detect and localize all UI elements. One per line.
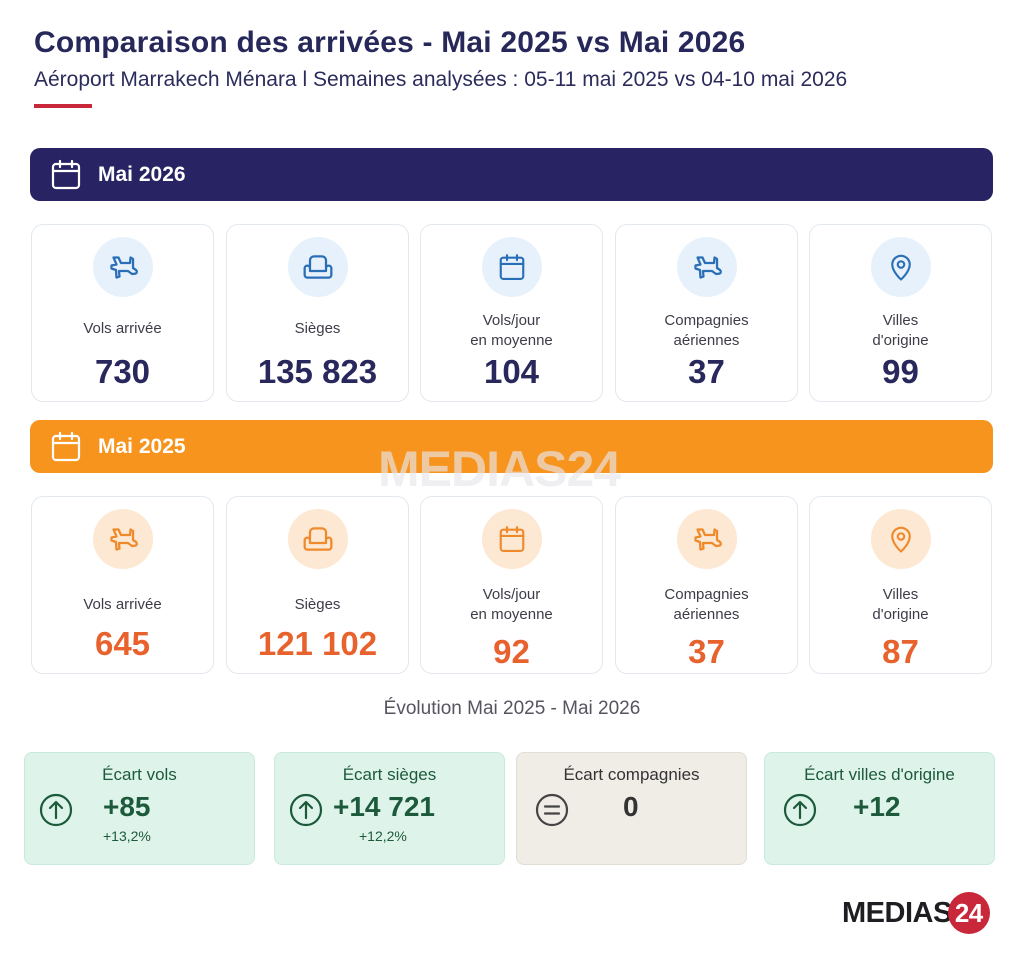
equals-circle-icon [535, 793, 569, 827]
calendar-icon [51, 159, 81, 189]
stat-card-seats-2025: Sièges 121 102 [226, 496, 409, 674]
stat-label: Sièges [294, 320, 341, 337]
section-header-2026: Mai 2026 [30, 148, 993, 201]
title-accent-line [34, 104, 92, 108]
page-title: Comparaison des arrivées - Mai 2025 vs M… [34, 26, 746, 59]
delta-title: Écart villes d'origine [804, 765, 955, 784]
stat-value: 37 [688, 633, 725, 670]
stat-value: 121 102 [257, 625, 378, 662]
section-header-2025: Mai 2025 [30, 420, 993, 473]
plane-icon [93, 509, 153, 569]
stat-card-seats-2026: Sièges 135 823 [226, 224, 409, 402]
stat-value: 135 823 [257, 353, 378, 390]
stat-card-airlines-2025: Compagnies aériennes 37 [615, 496, 798, 674]
stat-value: 87 [882, 633, 919, 670]
stat-label-line2: d'origine [872, 332, 929, 349]
seat-icon [288, 237, 348, 297]
stat-label: Villes [882, 586, 919, 603]
arrow-up-circle-icon [289, 793, 323, 827]
logo-number: 24 [947, 892, 990, 934]
stat-label-line2: en moyenne [470, 606, 553, 623]
delta-value: +12 [853, 791, 901, 822]
stat-label-line2: d'origine [872, 606, 929, 623]
location-pin-icon [871, 509, 931, 569]
stat-label-line2: aériennes [673, 606, 740, 623]
stat-label-line2: aériennes [673, 332, 740, 349]
stat-card-cities-2026: Villes d'origine 99 [809, 224, 992, 402]
delta-title: Écart compagnies [563, 765, 700, 784]
stat-value: 104 [483, 353, 540, 390]
arrow-up-circle-icon [39, 793, 73, 827]
stat-label: Vols arrivée [83, 320, 162, 337]
delta-card-cities: Écart villes d'origine +12 [764, 752, 995, 865]
stat-value: 99 [882, 353, 919, 390]
stat-label: Vols/jour [482, 586, 541, 603]
arrow-up-circle-icon [783, 793, 817, 827]
stat-card-daily-flights-2025: Vols/jour en moyenne 92 [420, 496, 603, 674]
stat-label: Compagnies [664, 312, 749, 329]
watermark-logo: MEDIAS24 [378, 441, 621, 497]
delta-title: Écart sièges [342, 765, 437, 784]
delta-card-seats: Écart sièges +14 721 +12,2% [274, 752, 505, 865]
delta-value: +85 [103, 791, 151, 822]
plane-icon [677, 237, 737, 297]
calendar-icon [51, 431, 81, 461]
delta-value: +14 721 [333, 791, 435, 822]
stat-value: 37 [688, 353, 725, 390]
stat-card-cities-2025: Villes d'origine 87 [809, 496, 992, 674]
stat-value: 730 [94, 353, 151, 390]
stat-label-line2: en moyenne [470, 332, 553, 349]
plane-icon [677, 509, 737, 569]
medias24-logo: MEDIAS 24 [842, 892, 990, 934]
stat-label: Compagnies [664, 586, 749, 603]
calendar-icon [482, 509, 542, 569]
seat-icon [288, 509, 348, 569]
section-label-2026: Mai 2026 [98, 162, 186, 186]
delta-card-flights: Écart vols +85 +13,2% [24, 752, 255, 865]
delta-title: Écart vols [102, 765, 177, 784]
evolution-title: Évolution Mai 2025 - Mai 2026 [383, 698, 641, 719]
delta-card-airlines: Écart compagnies 0 [516, 752, 747, 865]
stat-label: Villes [882, 312, 919, 329]
stat-label: Vols/jour [482, 312, 541, 329]
stat-label: Sièges [294, 596, 341, 613]
stat-label: Vols arrivée [83, 596, 162, 613]
stat-value: 645 [94, 625, 151, 662]
logo-text: MEDIAS [842, 896, 952, 929]
stat-value: 92 [493, 633, 530, 670]
stat-card-daily-flights-2026: Vols/jour en moyenne 104 [420, 224, 603, 402]
plane-icon [93, 237, 153, 297]
stat-card-flights-2025: Vols arrivée 645 [31, 496, 214, 674]
calendar-icon [482, 237, 542, 297]
stat-card-flights-2026: Vols arrivée 730 [31, 224, 214, 402]
delta-percent: +13,2% [103, 828, 151, 844]
page-subtitle: Aéroport Marrakech Ménara l Semaines ana… [34, 68, 848, 91]
delta-percent: +12,2% [359, 828, 407, 844]
delta-value: 0 [623, 791, 639, 822]
stat-card-airlines-2026: Compagnies aériennes 37 [615, 224, 798, 402]
location-pin-icon [871, 237, 931, 297]
section-label-2025: Mai 2025 [98, 434, 186, 458]
